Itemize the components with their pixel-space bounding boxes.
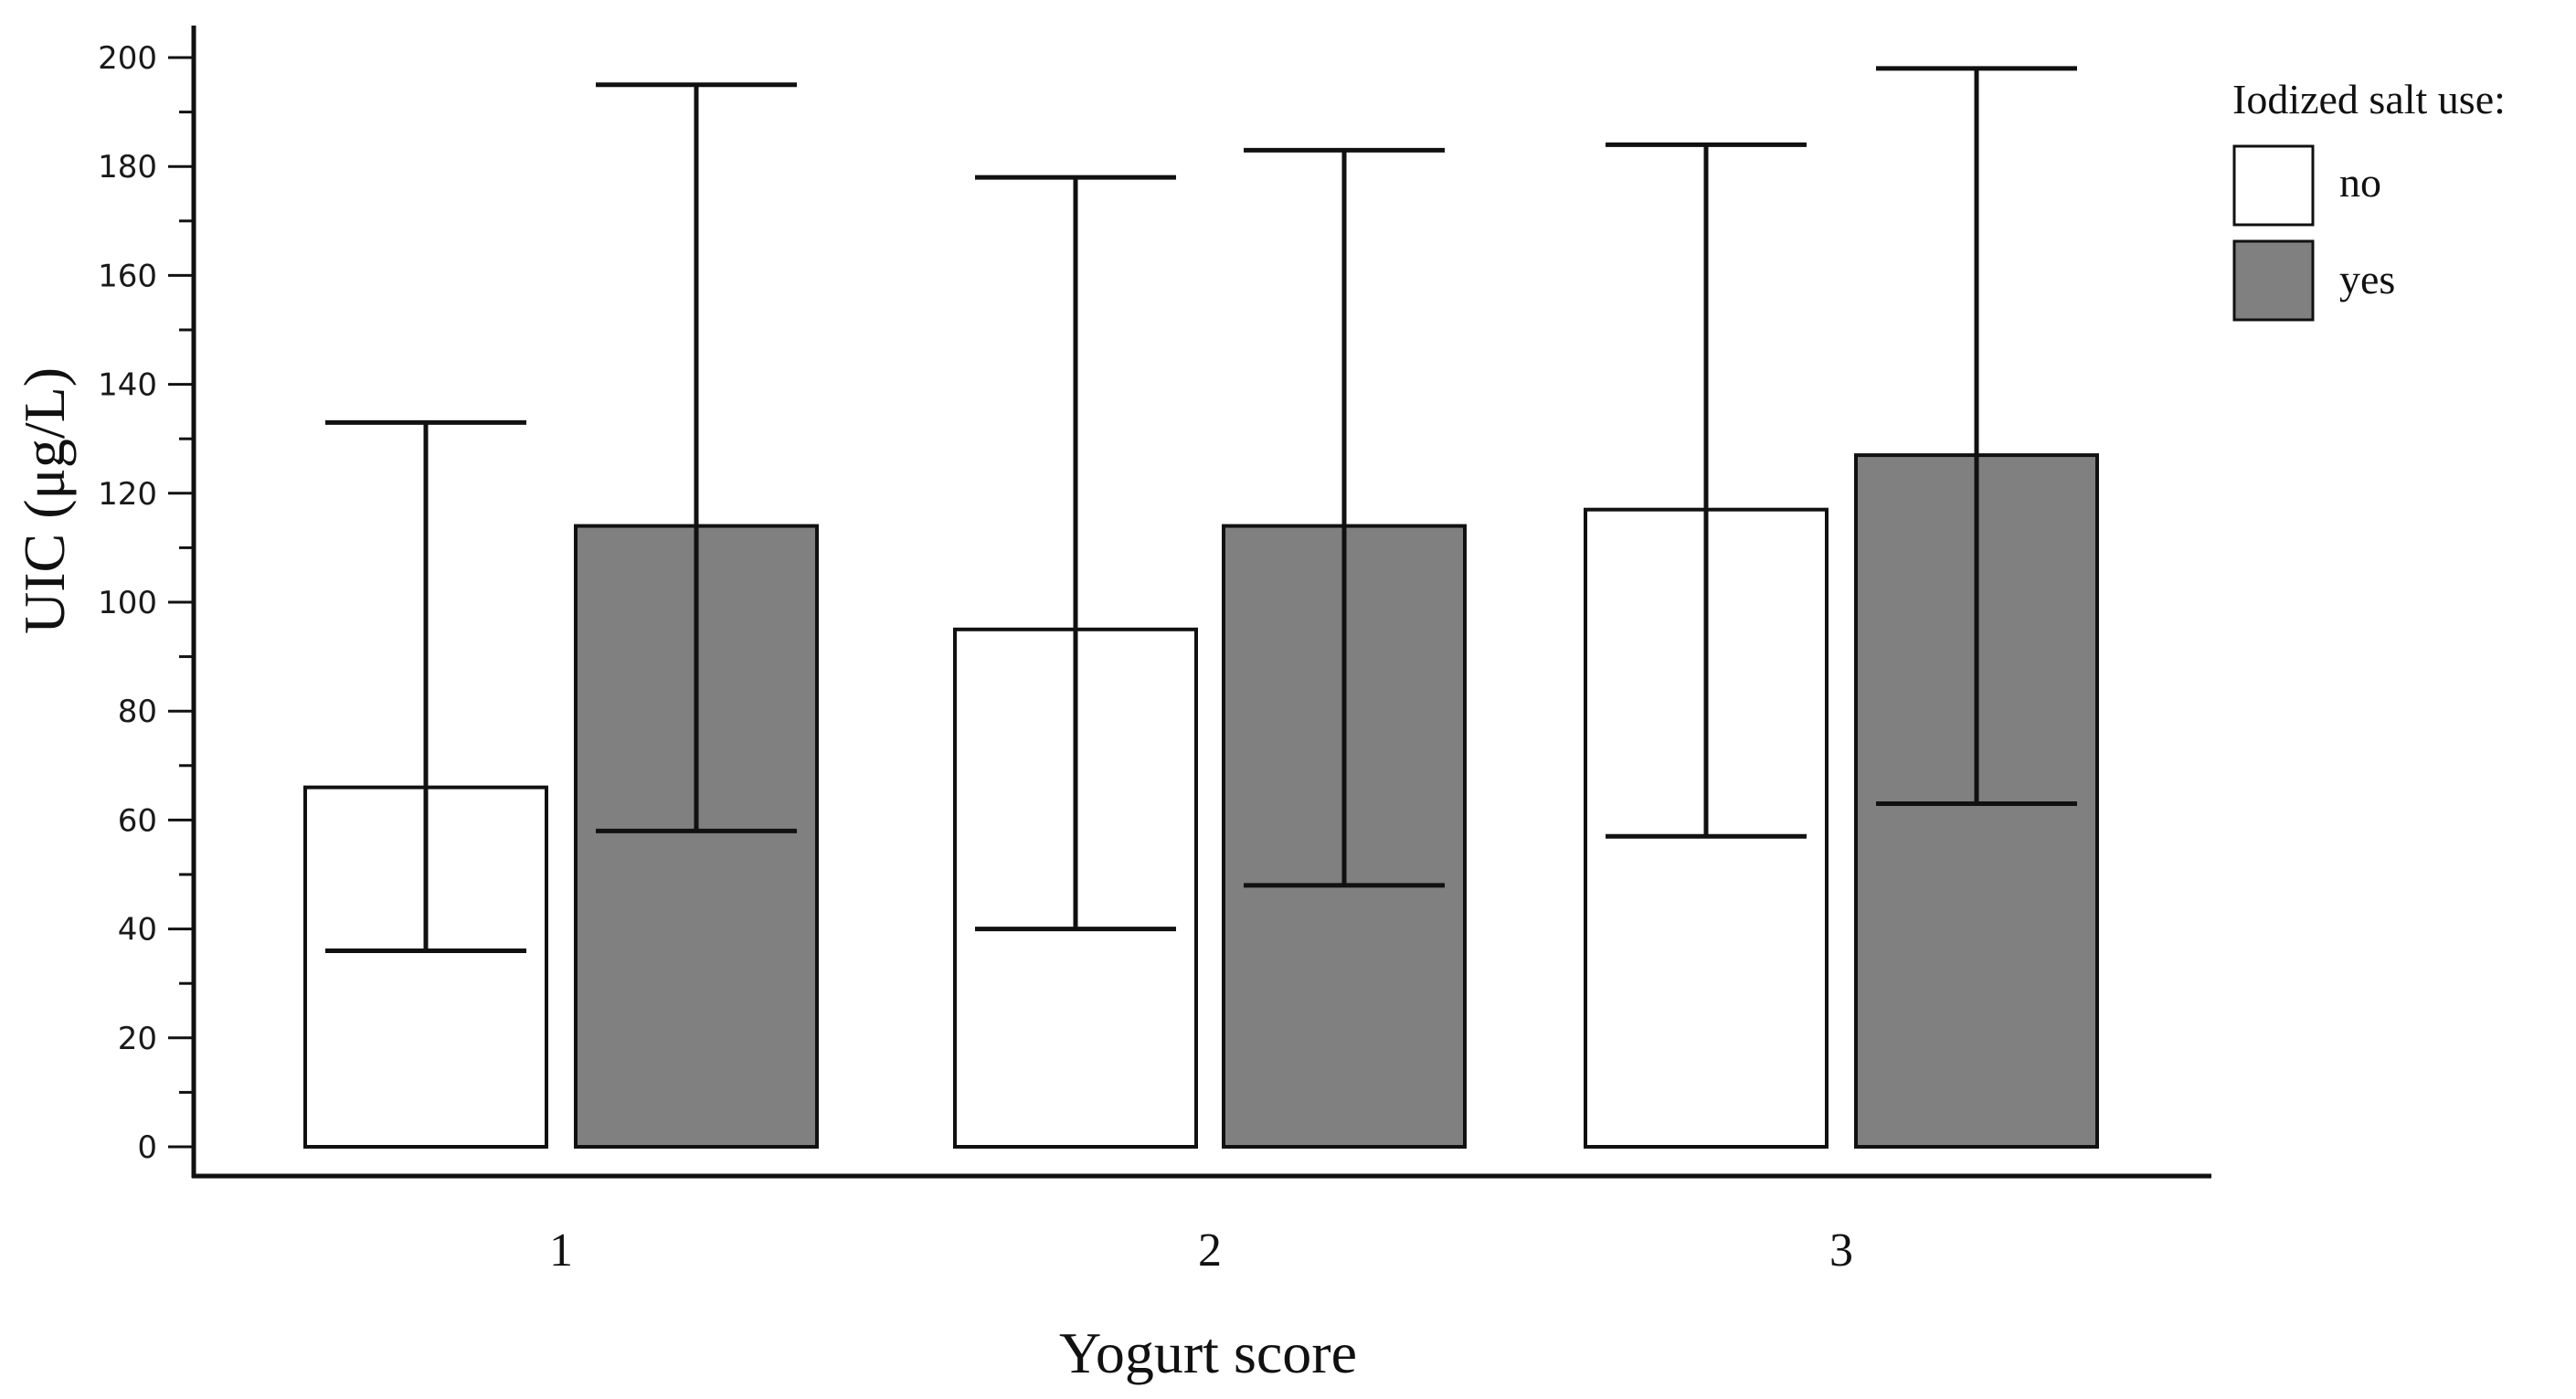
x-tick-label-3: 3	[1829, 1224, 1853, 1277]
y-tick-label: 100	[98, 585, 157, 621]
y-tick-label: 200	[98, 40, 157, 77]
y-tick-label: 140	[98, 367, 157, 404]
y-tick-label: 60	[118, 802, 157, 839]
legend-title: Iodized salt use:	[2232, 76, 2506, 122]
x-axis-title: Yogurt score	[1059, 1320, 1357, 1385]
plot-area: 0 20 40 60 80 100 120 140 160 180 200 1 2 3	[98, 26, 2211, 1277]
y-tick-label: 120	[98, 476, 157, 513]
x-tick-label-1: 1	[549, 1224, 573, 1277]
legend-swatch-yes	[2232, 239, 2315, 322]
y-tick-label: 160	[98, 258, 157, 294]
y-tick-label: 40	[118, 912, 157, 949]
legend-label-no: no	[2339, 159, 2381, 206]
y-tick-label: 20	[118, 1021, 157, 1057]
legend-label-yes: yes	[2339, 256, 2395, 302]
legend-swatch-no	[2232, 144, 2315, 227]
y-tick-label: 180	[98, 149, 157, 185]
x-tick-label-2: 2	[1198, 1224, 1222, 1277]
legend: Iodized salt use: no yes	[2232, 76, 2506, 322]
y-axis-title: UIC (μg/L)	[12, 367, 77, 634]
y-tick-label: 80	[118, 694, 157, 730]
y-tick-label: 0	[137, 1129, 157, 1166]
